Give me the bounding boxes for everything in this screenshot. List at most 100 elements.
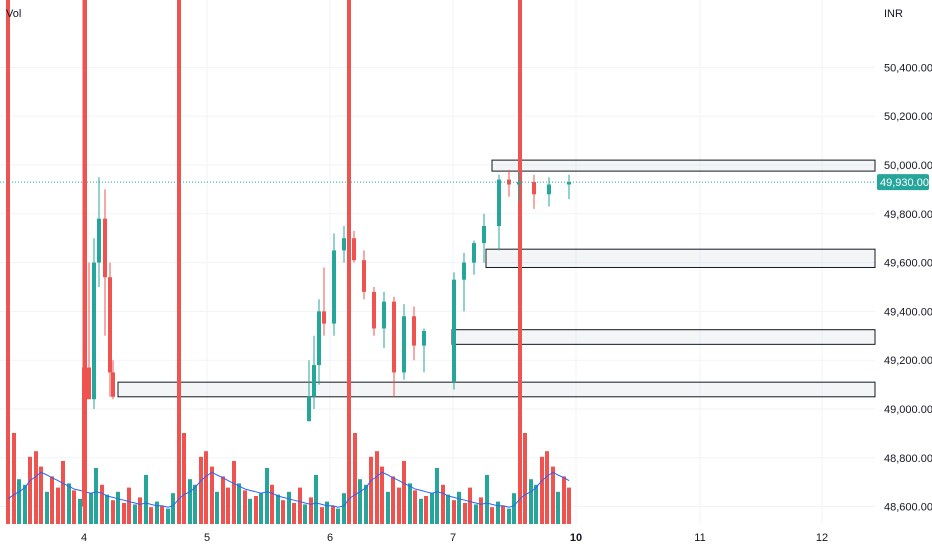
volume-bar <box>556 491 560 524</box>
candle-body <box>507 179 511 185</box>
volume-bar <box>292 503 296 524</box>
current-price-tag-background <box>877 174 929 191</box>
volume-bar <box>314 475 318 524</box>
volume-bar <box>221 476 225 524</box>
volume-bar <box>138 497 142 524</box>
candle-body <box>332 250 336 324</box>
current-price-label: 49,930.00 <box>880 177 929 189</box>
volume-bar <box>457 491 461 524</box>
volume-bar <box>193 484 197 524</box>
volume-bar <box>177 0 181 524</box>
candle-body <box>322 311 326 324</box>
volume-bar <box>518 0 522 524</box>
volume-bar <box>424 496 428 524</box>
volume-bar <box>237 483 241 524</box>
candle-body <box>362 260 366 292</box>
zone-box <box>485 248 876 268</box>
price-axis[interactable]: 50,400.00 50,200.00 50,000.00 49,800.00 49,6… <box>884 62 932 513</box>
support-resistance-zones <box>117 159 876 398</box>
volume-bar <box>133 504 137 524</box>
volume-bar <box>116 491 120 524</box>
volume-bar <box>479 497 483 524</box>
volume-bar <box>265 468 269 524</box>
volume-bar <box>12 433 16 524</box>
volume-bar <box>501 505 505 524</box>
candle-body <box>402 316 406 373</box>
x-tick-label: 10 <box>570 532 582 544</box>
candle-body <box>317 311 321 366</box>
volume-bar <box>72 490 76 524</box>
volume-bar <box>545 451 549 524</box>
volume-bar <box>380 466 384 524</box>
candle-body <box>392 301 396 373</box>
volume-bar <box>496 501 500 524</box>
volume-bar <box>149 507 153 524</box>
volume-bar <box>463 503 467 524</box>
candle-body <box>547 184 551 195</box>
volume-bar <box>45 491 49 524</box>
volume-bar <box>94 468 98 524</box>
candle-body <box>462 262 466 280</box>
volume-bar <box>166 508 170 524</box>
y-tick-label: 48,600.00 <box>884 502 932 514</box>
volume-bar <box>259 493 263 524</box>
volume-bar <box>419 498 423 524</box>
x-tick-label: 4 <box>81 532 87 544</box>
candle-body <box>307 396 311 422</box>
volume-bar <box>529 479 533 524</box>
y-tick-label: 48,800.00 <box>884 453 932 465</box>
y-tick-label: 49,200.00 <box>884 355 932 367</box>
candle-body <box>108 277 112 373</box>
candle-body <box>82 367 86 507</box>
candle-body <box>87 367 91 400</box>
volume-bar <box>17 479 21 524</box>
volume-bar <box>155 501 159 524</box>
volume-bar <box>188 479 192 524</box>
volume-bar <box>6 0 10 524</box>
candle-body <box>342 238 346 251</box>
volume-bar <box>232 461 236 524</box>
x-tick-label: 11 <box>694 532 705 544</box>
volume-bar <box>23 484 27 524</box>
volume-bar <box>551 466 555 524</box>
volume-bar <box>325 501 329 524</box>
y-tick-label: 49,400.00 <box>884 306 932 318</box>
candle-body <box>532 182 536 195</box>
volume-bar <box>243 490 247 524</box>
volume-bar <box>446 494 450 524</box>
volume-bar <box>226 487 230 524</box>
volume-bar <box>397 487 401 524</box>
volume-bar <box>413 490 417 524</box>
volume-bar <box>474 504 478 524</box>
volume-bar <box>336 508 340 524</box>
volume-bar <box>364 484 368 524</box>
candle-body <box>497 179 501 226</box>
candle-body <box>352 238 356 261</box>
candle-body <box>92 262 96 400</box>
volume-bar <box>562 476 566 524</box>
volume-bar <box>441 484 445 524</box>
volume-bar <box>270 484 274 524</box>
volume-bar <box>34 451 38 524</box>
volume-bar <box>248 498 252 524</box>
volume-bar <box>287 491 291 524</box>
volume-bar <box>89 493 93 524</box>
volume-bar <box>523 433 527 524</box>
candlesticks <box>82 0 571 507</box>
candle-body <box>517 182 521 185</box>
volume-bar <box>160 505 164 524</box>
volume-bar <box>303 504 307 524</box>
volume-bar <box>468 487 472 524</box>
candle-body <box>312 365 316 397</box>
y-tick-label: 49,600.00 <box>884 258 932 270</box>
zone-box <box>451 329 876 345</box>
candle-body <box>111 372 115 397</box>
volume-bar <box>485 475 489 524</box>
volume-bar <box>358 479 362 524</box>
time-axis[interactable]: 4 5 6 7 10 11 12 <box>81 532 828 544</box>
volume-indicator-label[interactable]: Vol <box>6 8 22 20</box>
volume-bar <box>298 487 302 524</box>
currency-label[interactable]: INR <box>884 8 903 20</box>
volume-bar <box>490 507 494 524</box>
